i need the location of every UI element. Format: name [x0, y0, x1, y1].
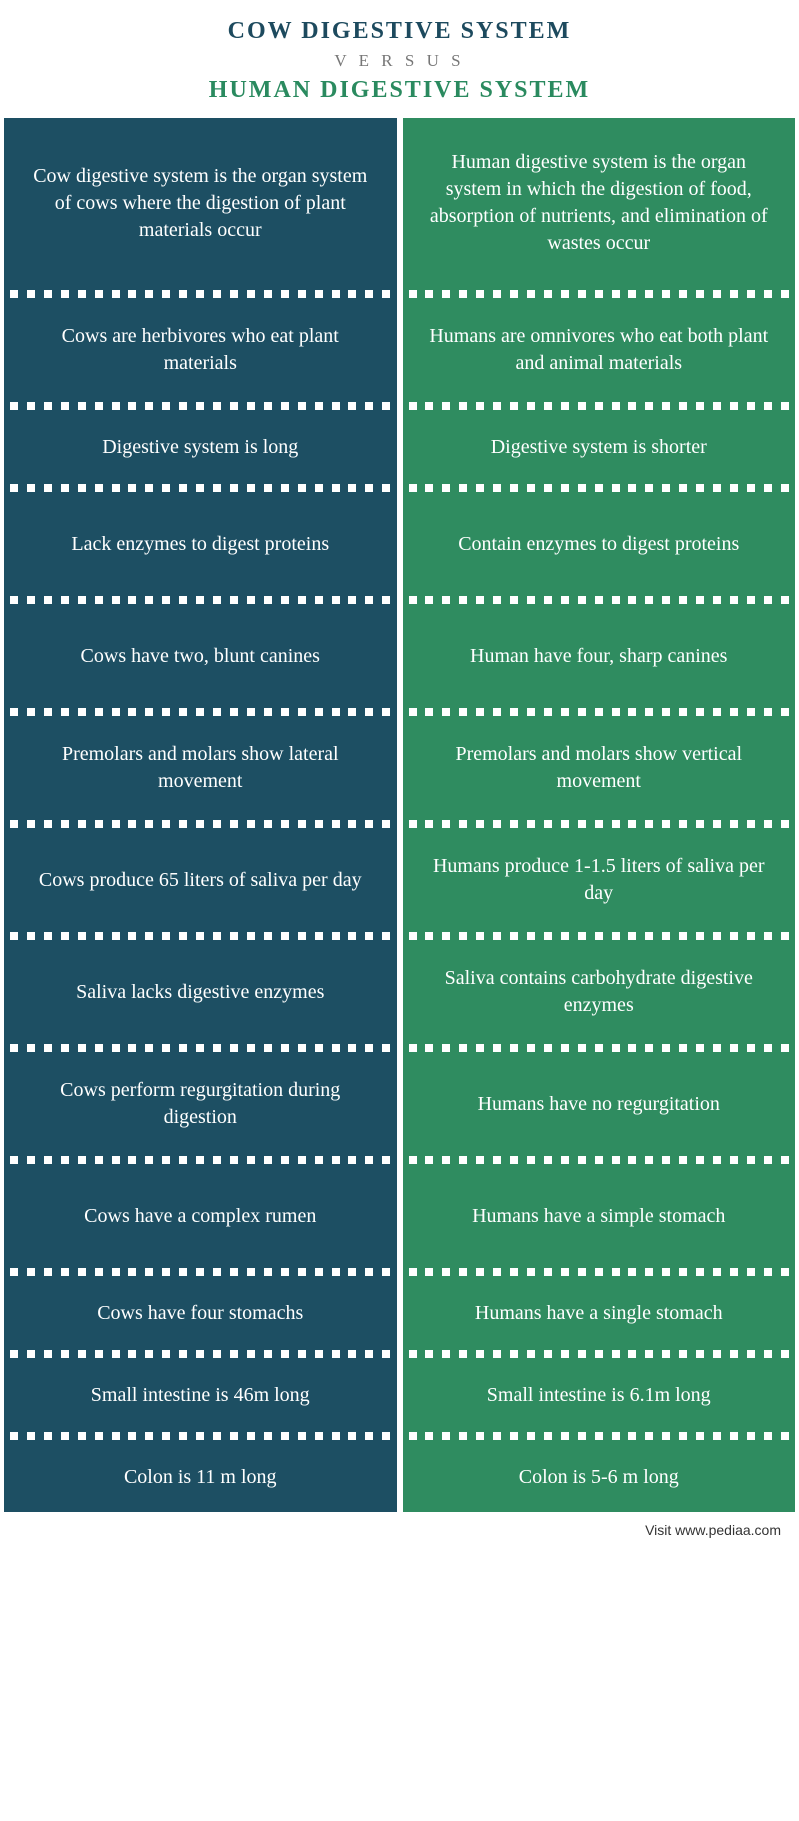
- versus-label: V E R S U S: [10, 51, 789, 71]
- title-cow: COW DIGESTIVE SYSTEM: [10, 18, 789, 45]
- comparison-cell: Cows perform regurgitation during digest…: [4, 1054, 397, 1154]
- row-divider: [4, 1348, 397, 1360]
- comparison-cell: Cows produce 65 liters of saliva per day: [4, 830, 397, 930]
- comparison-cell: Humans have no regurgitation: [403, 1054, 796, 1154]
- comparison-cell: Human have four, sharp canines: [403, 606, 796, 706]
- comparison-cell: Humans produce 1-1.5 liters of saliva pe…: [403, 830, 796, 930]
- column-cow: Cow digestive system is the organ system…: [4, 118, 397, 1512]
- row-divider: [403, 1266, 796, 1278]
- comparison-cell: Small intestine is 6.1m long: [403, 1360, 796, 1430]
- comparison-cell: Lack enzymes to digest proteins: [4, 494, 397, 594]
- row-divider: [4, 818, 397, 830]
- row-divider: [403, 594, 796, 606]
- comparison-cell: Colon is 11 m long: [4, 1442, 397, 1512]
- comparison-cell: Premolars and molars show lateral moveme…: [4, 718, 397, 818]
- row-divider: [403, 1154, 796, 1166]
- title-human: HUMAN DIGESTIVE SYSTEM: [10, 77, 789, 104]
- row-divider: [403, 288, 796, 300]
- row-divider: [4, 594, 397, 606]
- row-divider: [403, 818, 796, 830]
- column-human: Human digestive system is the organ syst…: [403, 118, 796, 1512]
- comparison-cell: Colon is 5-6 m long: [403, 1442, 796, 1512]
- comparison-cell: Premolars and molars show vertical movem…: [403, 718, 796, 818]
- row-divider: [4, 1430, 397, 1442]
- comparison-cell: Cows have a complex rumen: [4, 1166, 397, 1266]
- row-divider: [403, 930, 796, 942]
- comparison-cell: Digestive system is long: [4, 412, 397, 482]
- header: COW DIGESTIVE SYSTEM V E R S U S HUMAN D…: [0, 0, 799, 118]
- row-divider: [403, 1042, 796, 1054]
- comparison-cell: Humans have a simple stomach: [403, 1166, 796, 1266]
- comparison-cell: Digestive system is shorter: [403, 412, 796, 482]
- comparison-cell: Saliva lacks digestive enzymes: [4, 942, 397, 1042]
- comparison-table: Cow digestive system is the organ system…: [0, 118, 799, 1512]
- row-divider: [403, 400, 796, 412]
- comparison-cell: Humans have a single stomach: [403, 1278, 796, 1348]
- comparison-cell: Contain enzymes to digest proteins: [403, 494, 796, 594]
- row-divider: [4, 930, 397, 942]
- comparison-cell: Human digestive system is the organ syst…: [403, 118, 796, 288]
- comparison-cell: Humans are omnivores who eat both plant …: [403, 300, 796, 400]
- row-divider: [4, 400, 397, 412]
- comparison-cell: Small intestine is 46m long: [4, 1360, 397, 1430]
- row-divider: [4, 482, 397, 494]
- comparison-cell: Cows have two, blunt canines: [4, 606, 397, 706]
- row-divider: [403, 1348, 796, 1360]
- row-divider: [4, 1154, 397, 1166]
- footer-credit: Visit www.pediaa.com: [0, 1512, 799, 1548]
- row-divider: [403, 1430, 796, 1442]
- comparison-cell: Cows have four stomachs: [4, 1278, 397, 1348]
- row-divider: [403, 706, 796, 718]
- row-divider: [403, 482, 796, 494]
- row-divider: [4, 1042, 397, 1054]
- row-divider: [4, 706, 397, 718]
- row-divider: [4, 1266, 397, 1278]
- comparison-cell: Cow digestive system is the organ system…: [4, 118, 397, 288]
- comparison-cell: Cows are herbivores who eat plant materi…: [4, 300, 397, 400]
- row-divider: [4, 288, 397, 300]
- comparison-cell: Saliva contains carbohydrate digestive e…: [403, 942, 796, 1042]
